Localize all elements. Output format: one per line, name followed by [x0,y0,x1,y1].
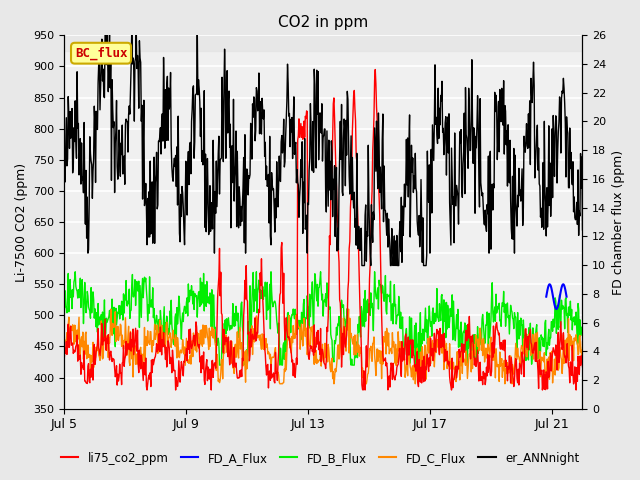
FD_A_Flux [546,282,554,288]
FD_A_Flux [552,306,559,312]
er_ANNnight [374,186,381,192]
Y-axis label: FD chamber flux (ppm): FD chamber flux (ppm) [612,149,625,295]
li75_co2_ppm [371,67,379,72]
FD_C_Flux [61,339,68,345]
FD_A_Flux [559,282,566,288]
FD_C_Flux [374,359,381,364]
FD_A_Flux [556,291,564,297]
FD_A_Flux [557,285,565,291]
FD_C_Flux [579,339,586,345]
FD_A_Flux [554,302,562,308]
er_ANNnight [131,59,139,64]
Bar [65,32,582,51]
FD_A_Flux [550,302,558,308]
FD_A_Flux [559,281,567,287]
FD_C_Flux [166,330,174,336]
Line: FD_A_Flux: FD_A_Flux [546,284,566,309]
FD_A_Flux [543,287,551,293]
er_ANNnight [579,227,586,233]
er_ANNnight [166,98,174,104]
FD_B_Flux [458,336,465,342]
FD_A_Flux [547,283,554,288]
Line: er_ANNnight: er_ANNnight [65,29,582,265]
er_ANNnight [102,26,109,32]
FD_A_Flux [561,287,569,293]
li75_co2_ppm [166,360,174,366]
FD_A_Flux [545,281,553,287]
FD_A_Flux [543,290,550,296]
FD_A_Flux [558,283,566,288]
FD_B_Flux [131,277,139,283]
li75_co2_ppm [143,387,151,393]
Y-axis label: Li-7500 CO2 (ppm): Li-7500 CO2 (ppm) [15,162,28,282]
FD_A_Flux [554,304,561,310]
FD_A_Flux [556,295,563,301]
FD_A_Flux [545,282,552,288]
FD_A_Flux [547,285,555,291]
FD_C_Flux [276,381,284,387]
er_ANNnight [358,263,365,268]
FD_C_Flux [120,337,128,343]
FD_C_Flux [458,349,465,355]
li75_co2_ppm [458,341,465,347]
FD_A_Flux [549,295,557,301]
FD_A_Flux [562,290,570,296]
li75_co2_ppm [120,343,127,348]
FD_A_Flux [542,294,550,300]
FD_C_Flux [107,306,115,312]
Title: CO2 in ppm: CO2 in ppm [278,15,369,30]
FD_A_Flux [553,306,561,312]
FD_C_Flux [330,381,338,387]
FD_B_Flux [72,269,79,275]
Line: li75_co2_ppm: li75_co2_ppm [65,70,582,390]
FD_A_Flux [551,304,559,310]
FD_B_Flux [166,308,174,314]
FD_A_Flux [561,284,568,290]
er_ANNnight [61,165,68,171]
FD_A_Flux [552,306,560,312]
FD_A_Flux [548,291,556,297]
li75_co2_ppm [131,343,138,349]
FD_B_Flux [216,362,223,368]
Legend: li75_co2_ppm, FD_A_Flux, FD_B_Flux, FD_C_Flux, er_ANNnight: li75_co2_ppm, FD_A_Flux, FD_B_Flux, FD_C… [56,447,584,469]
li75_co2_ppm [579,364,586,370]
FD_A_Flux [563,294,570,300]
FD_A_Flux [548,288,556,294]
li75_co2_ppm [330,101,337,107]
er_ANNnight [458,186,465,192]
Text: BC_flux: BC_flux [75,47,127,60]
FD_A_Flux [555,299,563,304]
FD_B_Flux [120,310,128,316]
er_ANNnight [330,177,337,182]
FD_A_Flux [544,284,552,290]
FD_B_Flux [374,285,381,291]
FD_B_Flux [61,310,68,315]
FD_A_Flux [550,299,557,304]
Line: FD_C_Flux: FD_C_Flux [65,309,582,384]
er_ANNnight [120,153,128,159]
li75_co2_ppm [61,354,68,360]
FD_B_Flux [579,333,586,338]
li75_co2_ppm [374,147,381,153]
FD_C_Flux [131,343,139,348]
FD_A_Flux [557,288,564,294]
FD_B_Flux [330,359,338,365]
Line: FD_B_Flux: FD_B_Flux [65,272,582,365]
FD_A_Flux [560,282,568,288]
